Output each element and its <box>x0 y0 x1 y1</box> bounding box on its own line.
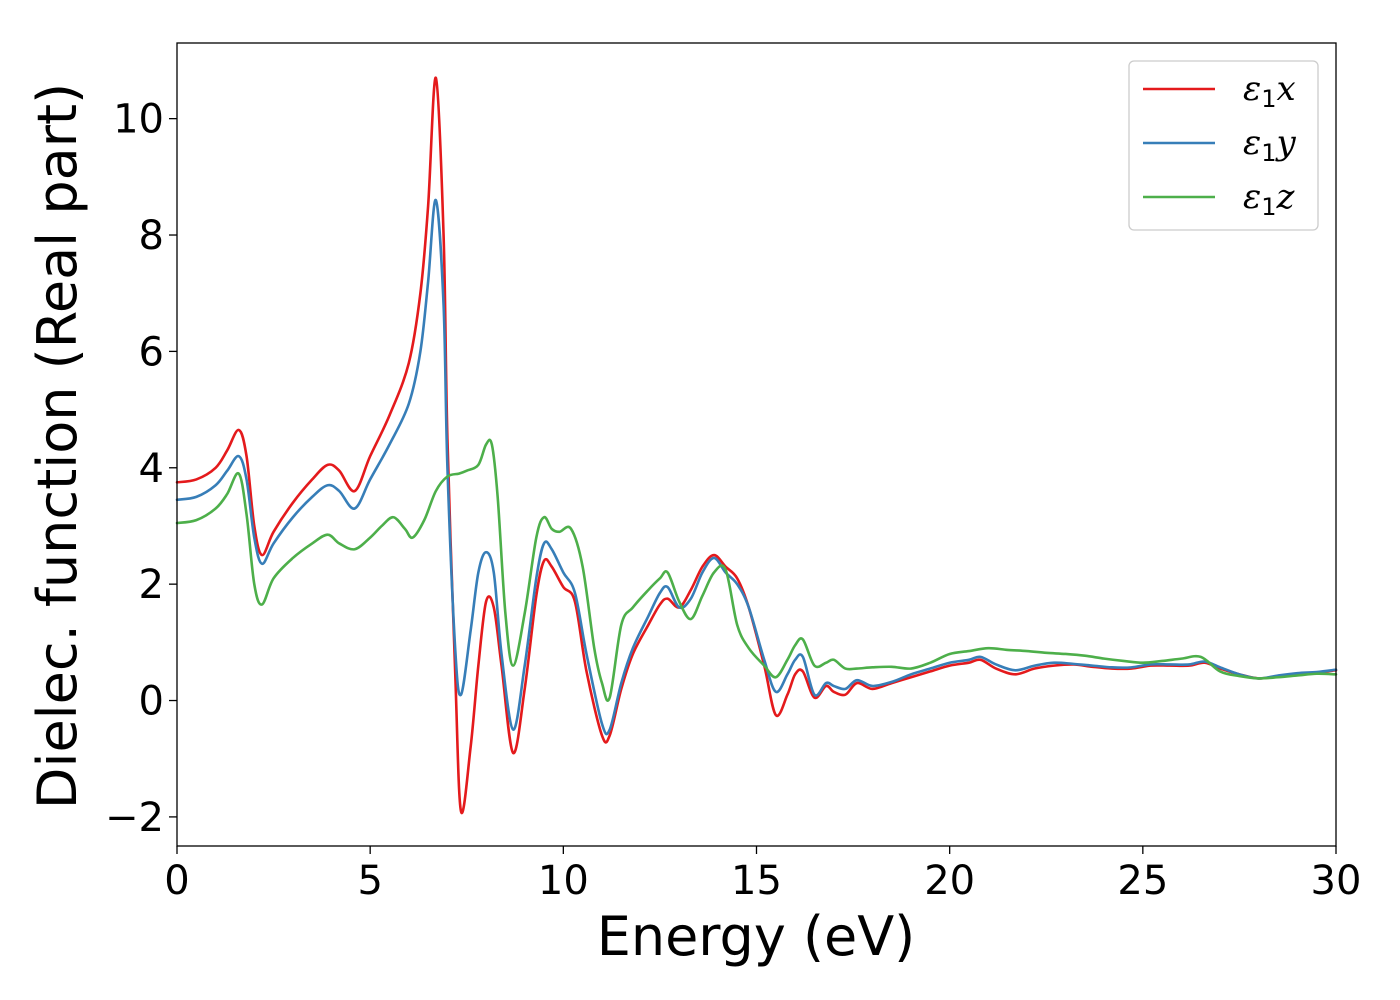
x-axis-label: Energy (eV) <box>597 905 916 968</box>
series-layer <box>175 76 1338 815</box>
y-axis-label: Dielec. function (Real part) <box>26 83 89 809</box>
series-line-z <box>175 438 1338 702</box>
x-tick-label: 5 <box>357 858 382 904</box>
x-tick-label: 10 <box>538 858 589 904</box>
series-line-y <box>175 198 1338 736</box>
x-tick-label: 25 <box>1117 858 1168 904</box>
y-tick-label: 0 <box>139 679 164 725</box>
legend-box <box>1128 60 1319 231</box>
y-axis-ticks: −2 0 2 4 6 8 10 <box>105 97 177 841</box>
x-tick-label: 30 <box>1311 858 1362 904</box>
y-tick-label: 8 <box>139 213 164 259</box>
y-tick-label: 10 <box>113 97 164 143</box>
legend-label-x: ε1x <box>1243 69 1296 113</box>
y-tick-label: 4 <box>139 446 164 492</box>
legend-label-y: ε1y <box>1243 123 1297 167</box>
y-tick-label: −2 <box>105 795 164 841</box>
x-tick-label: 20 <box>924 858 975 904</box>
legend-label-z: ε1z <box>1243 177 1296 221</box>
x-tick-label: 15 <box>731 858 782 904</box>
series-line-x <box>175 76 1338 815</box>
legend: ε1x ε1y ε1z <box>1128 60 1319 231</box>
x-tick-label: 0 <box>164 858 189 904</box>
y-tick-label: 2 <box>139 562 164 608</box>
y-tick-label: 6 <box>139 329 164 375</box>
x-axis-ticks: 0 5 10 15 20 25 30 <box>164 846 1361 904</box>
